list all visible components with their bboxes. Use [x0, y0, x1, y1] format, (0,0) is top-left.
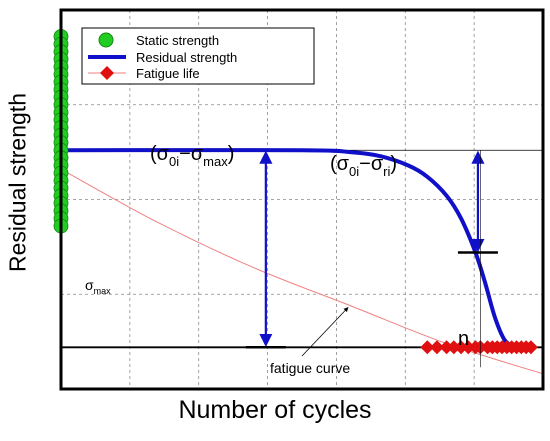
legend-static-marker — [98, 32, 114, 48]
y-axis-label: Residual strength — [4, 93, 31, 272]
fatigue-life-point — [446, 340, 461, 355]
fatigue-curve-label: fatigue curve — [270, 360, 350, 376]
fatigue-life-point — [454, 340, 469, 355]
legend-static-label: Static strength — [136, 33, 219, 48]
fatigue-life-point — [461, 340, 476, 355]
legend-fatigue-marker — [100, 66, 114, 80]
grid — [61, 10, 543, 389]
fatigue-curve-pointer — [301, 307, 349, 357]
fatigue-life-point — [523, 340, 538, 355]
legend-residual-label: Residual strength — [136, 50, 237, 65]
legend: Static strength Residual strength Fatigu… — [81, 27, 315, 85]
fatigue-life-point — [429, 340, 444, 355]
sigma-max-level-label: σmax — [85, 277, 111, 296]
residual-strength-line — [61, 148, 516, 349]
plot-frame — [59, 8, 545, 391]
diff-max-label: (σ0i−σmax) — [150, 143, 234, 169]
fatigue-life-point — [420, 340, 435, 355]
n-label: n — [458, 328, 469, 350]
legend-fatigue-label: Fatigue life — [136, 66, 200, 81]
diff-ri-label: (σ0i−σri) — [330, 153, 397, 179]
fatigue-life-point — [439, 340, 454, 355]
x-axis-label: Number of cycles — [178, 396, 372, 424]
